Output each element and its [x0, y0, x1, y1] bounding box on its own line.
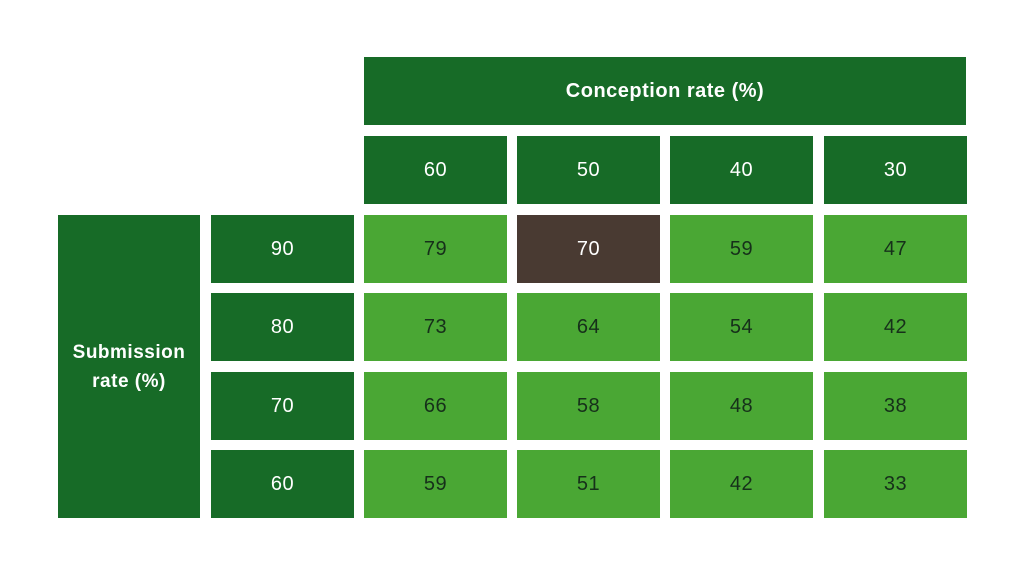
column-header-30: 30 [824, 136, 967, 204]
table-cell: 51 [517, 450, 660, 518]
row-header-60: 60 [211, 450, 354, 518]
table-cell: 66 [364, 372, 507, 440]
table-cell: 48 [670, 372, 813, 440]
row-header-80: 80 [211, 293, 354, 361]
column-header-title: Conception rate (%) [364, 57, 966, 125]
column-header-60: 60 [364, 136, 507, 204]
table-cell: 59 [364, 450, 507, 518]
row-header-title: Submission rate (%) [58, 215, 200, 518]
table-cell: 33 [824, 450, 967, 518]
table-cell: 58 [517, 372, 660, 440]
column-header-50: 50 [517, 136, 660, 204]
table-cell: 42 [670, 450, 813, 518]
table-cell: 38 [824, 372, 967, 440]
table-cell: 64 [517, 293, 660, 361]
row-header-title-line2: rate (%) [92, 370, 166, 392]
table-cell: 59 [670, 215, 813, 283]
row-header-90: 90 [211, 215, 354, 283]
column-header-40: 40 [670, 136, 813, 204]
table-cell: 47 [824, 215, 967, 283]
table-cell: 73 [364, 293, 507, 361]
table-cell: 54 [670, 293, 813, 361]
table-cell: 79 [364, 215, 507, 283]
row-header-70: 70 [211, 372, 354, 440]
table-cell: 70 [517, 215, 660, 283]
row-header-title-line1: Submission [72, 341, 186, 363]
table-cell: 42 [824, 293, 967, 361]
